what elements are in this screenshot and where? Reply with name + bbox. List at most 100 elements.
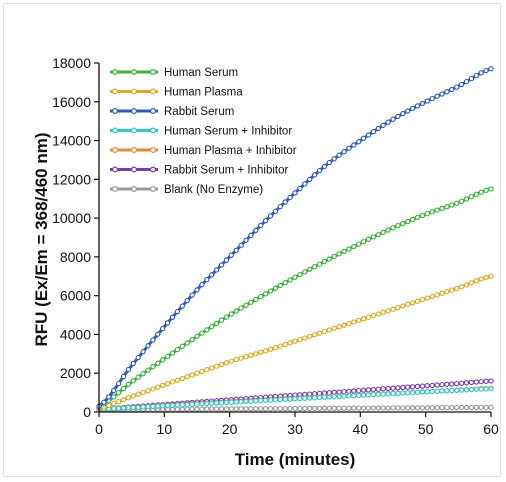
data-point	[434, 405, 440, 411]
data-point	[287, 277, 293, 283]
data-point	[439, 205, 445, 212]
data-point	[444, 388, 450, 394]
data-point	[150, 403, 156, 410]
y-tick-label: 10000	[52, 210, 91, 226]
legend-marker	[111, 107, 118, 114]
data-point	[336, 152, 342, 158]
data-point	[468, 404, 475, 411]
data-point	[356, 317, 362, 324]
data-point	[395, 390, 401, 396]
data-point	[400, 303, 406, 309]
legend: Human Serum Human Plasma Rabbit Serum Human…	[110, 67, 297, 196]
data-point	[449, 404, 455, 411]
x-tick-label: 60	[483, 421, 499, 437]
data-point	[341, 149, 347, 155]
data-point	[429, 382, 435, 389]
data-point	[184, 297, 190, 304]
data-point	[243, 302, 249, 308]
data-point	[164, 381, 171, 387]
legend-marker	[150, 68, 157, 75]
data-point	[302, 405, 308, 412]
data-point	[287, 405, 293, 412]
data-point	[184, 374, 190, 380]
data-point	[434, 382, 440, 388]
data-point	[385, 119, 391, 125]
data-point	[228, 252, 234, 258]
data-point	[419, 405, 426, 411]
data-point	[174, 377, 181, 383]
data-point	[120, 397, 127, 403]
data-point	[262, 291, 269, 297]
data-point	[419, 389, 426, 395]
data-point	[454, 404, 460, 411]
data-point	[468, 386, 475, 393]
data-point	[326, 327, 332, 333]
data-point	[478, 276, 484, 282]
series-human-serum	[96, 186, 494, 409]
data-point	[209, 323, 215, 330]
data-point	[111, 401, 117, 407]
data-point	[380, 309, 386, 316]
data-point	[307, 395, 313, 401]
data-point	[155, 360, 161, 366]
data-point	[390, 405, 396, 411]
legend-marker	[150, 107, 157, 114]
data-point	[253, 406, 259, 412]
data-point	[262, 406, 269, 412]
data-point	[370, 391, 377, 398]
data-point	[120, 385, 127, 392]
data-point	[179, 402, 185, 408]
data-point	[380, 122, 386, 128]
legend-marker	[131, 127, 138, 134]
data-point	[331, 394, 337, 400]
data-point	[292, 405, 298, 412]
y-axis-ticks: 0 2000 4000 6000 8000 10000 12000 14000 16000 180…	[52, 55, 99, 420]
legend-marker	[111, 186, 118, 193]
legend-item: Human Serum + Inhibitor	[110, 126, 292, 138]
data-point	[463, 380, 470, 386]
data-point	[419, 212, 426, 219]
data-point	[155, 403, 161, 409]
data-point	[213, 406, 220, 412]
data-point	[145, 343, 151, 349]
data-point	[414, 103, 421, 109]
data-point	[351, 405, 357, 411]
data-point	[458, 380, 465, 386]
data-point	[106, 394, 112, 400]
data-point	[184, 340, 190, 346]
data-point	[287, 194, 293, 201]
legend-marker	[131, 166, 138, 173]
data-point	[478, 404, 484, 411]
data-point	[228, 358, 234, 364]
data-point	[488, 66, 494, 72]
data-point	[360, 405, 367, 411]
y-tick-label: 2000	[60, 365, 91, 381]
data-point	[409, 405, 416, 411]
data-point	[336, 393, 342, 400]
data-point	[331, 325, 337, 332]
data-point	[468, 75, 475, 82]
data-point	[184, 401, 190, 408]
data-point	[405, 390, 411, 396]
data-point	[434, 388, 440, 394]
data-point	[292, 274, 298, 280]
data-point	[424, 389, 430, 395]
data-point	[179, 343, 185, 349]
series-human-plasma	[96, 273, 494, 411]
data-point	[346, 246, 352, 252]
data-point	[444, 381, 450, 387]
data-point	[483, 404, 489, 411]
data-point	[253, 398, 259, 404]
legend-label: Rabbit Serum	[164, 106, 234, 118]
data-point	[380, 229, 386, 235]
data-point	[287, 340, 293, 346]
data-point	[233, 308, 239, 314]
data-point	[209, 406, 215, 412]
data-point	[444, 404, 450, 411]
data-point	[253, 227, 259, 234]
data-point	[145, 404, 151, 410]
data-point	[209, 272, 215, 278]
data-point	[380, 391, 386, 397]
data-point	[120, 405, 127, 411]
data-point	[262, 397, 269, 404]
